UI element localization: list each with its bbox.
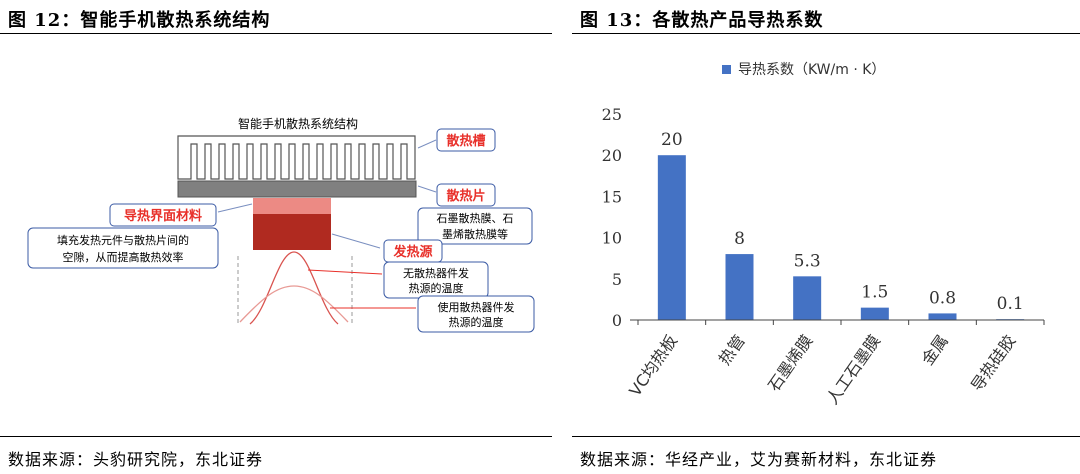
y-tick-label: 10: [602, 229, 622, 248]
figure-13-source: 数据来源：华经产业，艾为赛新材料，东北证券: [580, 450, 938, 469]
label-no-sink-2: 热源的温度: [409, 281, 464, 295]
data-label: 5.3: [794, 251, 821, 271]
bar: [928, 313, 957, 320]
x-category-label: 人工石墨膜: [823, 331, 884, 407]
figure-12-title: 图 12：智能手机散热系统结构: [8, 10, 271, 31]
top-rule: [0, 33, 552, 34]
y-tick-label: 5: [612, 270, 622, 289]
y-axis: 0 5 10 15 20 25: [602, 105, 622, 330]
label-tim-desc-2: 空隙，从而提高散热效率: [63, 250, 184, 264]
arrow-plate: [417, 185, 437, 193]
arrow-heatsink: [417, 139, 437, 149]
x-category-label: VC均热板: [625, 331, 681, 399]
arrow-tim: [217, 203, 253, 213]
right-figure-panel: 图 13：各散热产品导热系数 导热系数（KW/m · K） 0 5 10 15 20 25…: [572, 0, 1080, 474]
y-tick-label: 25: [602, 105, 622, 124]
data-label: 1.5: [861, 283, 888, 303]
data-label: 8: [734, 229, 745, 249]
bars: [637, 155, 1045, 325]
x-category-label: 热管: [715, 331, 749, 368]
label-with-sink-1: 使用散热器件发: [438, 300, 515, 314]
figure-12-source: 数据来源：头豹研究院，东北证券: [8, 450, 264, 469]
label-heatsink-plate-desc-1: 石墨散热膜、石: [437, 211, 514, 225]
x-axis-labels: VC均热板 热管 石墨烯膜 人工石墨膜 金属 导热硅胶: [625, 331, 1019, 407]
label-with-sink-2: 热源的温度: [449, 315, 504, 329]
temperature-curve-with-sink: [239, 285, 349, 323]
label-heatsink-plate: 散热片: [446, 188, 485, 204]
thermal-conductivity-bar-chart: 导热系数（KW/m · K） 0 5 10 15 20 25 20 8 5.3 1.5 0.8 0.…: [602, 62, 1045, 408]
label-tim-desc-1: 填充发热元件与散热片间的: [57, 233, 189, 247]
x-category-label: 金属: [918, 331, 952, 368]
legend-label: 导热系数（KW/m · K）: [738, 62, 885, 78]
heatsink-plate: [177, 180, 417, 198]
temperature-curve-without-sink: [249, 251, 339, 325]
y-tick-label: 15: [602, 187, 622, 206]
y-tick-label: 0: [612, 311, 622, 330]
chart-legend: 导热系数（KW/m · K）: [722, 62, 885, 78]
x-category-label: 导热硅胶: [967, 331, 1019, 394]
cooling-system-diagram: 智能手机散热系统结构 散热槽 散热片 石墨散热膜、石 墨烯散热膜等: [27, 116, 535, 333]
data-labels: 20 8 5.3 1.5 0.8 0.1: [661, 130, 1024, 314]
diagram-header: 智能手机散热系统结构: [238, 116, 358, 131]
figure-13-title: 图 13：各散热产品导热系数: [580, 10, 824, 31]
bottom-rule: [572, 436, 1080, 437]
bar: [725, 254, 754, 320]
label-heatsink: 散热槽: [446, 133, 485, 149]
bottom-rule: [0, 436, 552, 437]
label-heat-source: 发热源: [392, 244, 432, 260]
label-no-sink-1: 无散热器件发: [403, 266, 469, 280]
data-label: 20: [661, 130, 683, 150]
top-rule: [572, 33, 1080, 34]
heatsink-fins: [177, 135, 416, 180]
bar: [860, 307, 889, 320]
legend-swatch: [722, 65, 731, 74]
bar: [657, 155, 686, 320]
arrow-source: [331, 233, 381, 249]
left-figure-panel: 图 12：智能手机散热系统结构 智能手机散热系统结构 散热槽 散热片 石墨: [0, 10, 552, 469]
thermal-interface-layer: [253, 198, 331, 214]
heat-source-block: [253, 214, 331, 250]
label-tim: 导热界面材料: [124, 208, 202, 224]
bar: [793, 276, 822, 320]
x-category-label: 石墨烯膜: [764, 331, 816, 394]
y-tick-label: 20: [602, 146, 622, 165]
label-heatsink-plate-desc-2: 墨烯散热膜等: [442, 227, 508, 241]
data-label: 0.8: [929, 288, 956, 308]
data-label: 0.1: [997, 294, 1024, 314]
arrow-no-sink: [307, 269, 383, 275]
